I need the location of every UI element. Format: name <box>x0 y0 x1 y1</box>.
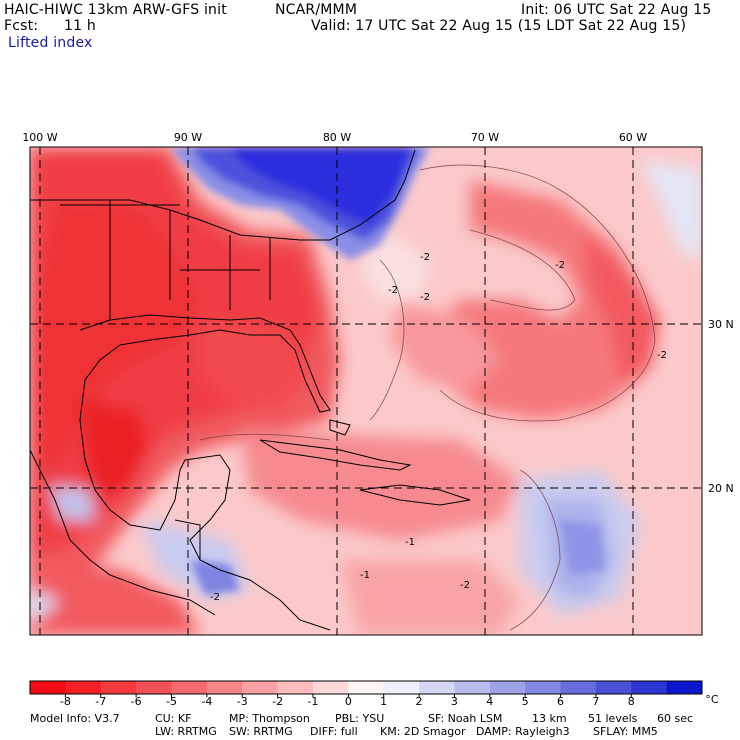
model-info-pbl: PBL: YSU <box>335 712 385 725</box>
valid-time: Valid: 17 UTC Sat 22 Aug 15 (15 LDT Sat … <box>311 18 687 34</box>
colorbar-tick-label: 2 <box>415 695 423 708</box>
model-info-levels: 51 levels <box>588 712 638 725</box>
graticule <box>30 147 702 635</box>
colorbar-unit: °C <box>705 693 719 706</box>
contour-label: -2 <box>210 592 220 603</box>
colorbar-tick-label: -4 <box>201 695 213 708</box>
colorbar-tick-label: 0 <box>344 695 352 708</box>
colorbar-tick-label: -1 <box>307 695 319 708</box>
colorbar-tick-label: 4 <box>486 695 494 708</box>
model-info-timestep: 60 sec <box>657 712 694 725</box>
lon-label-70w: 70 W <box>470 131 500 144</box>
colorbar-tick-label: 3 <box>450 695 458 708</box>
colorbar-tick-label: -3 <box>236 695 248 708</box>
model-info-lw: LW: RRTMG <box>155 725 217 738</box>
lat-label-20n: 20 N <box>708 482 734 495</box>
lon-label-100w: 100 W <box>22 131 58 144</box>
contour-label: -1 <box>405 537 415 548</box>
model-info-sflay: SFLAY: MM5 <box>593 725 658 738</box>
colorbar-tick-label: 5 <box>521 695 529 708</box>
init-time: Init: 06 UTC Sat 22 Aug 15 <box>521 2 712 18</box>
lon-label-90w: 90 W <box>173 131 203 144</box>
colorbar-tick-label: -2 <box>272 695 284 708</box>
map-field <box>30 147 702 635</box>
lon-label-60w: 60 W <box>618 131 648 144</box>
model-info-mp: MP: Thompson <box>229 712 310 725</box>
colorbar-tick-label: -7 <box>95 695 107 708</box>
model-info-damp: DAMP: Rayleigh3 <box>476 725 570 738</box>
contour-label: -2 <box>460 580 470 591</box>
forecast-hour: 11 h <box>64 18 96 34</box>
model-info-res: 13 km <box>532 712 567 725</box>
colorbar-tick-label: 8 <box>627 695 635 708</box>
contour-label: -1 <box>360 570 370 581</box>
field-name: Lifted index <box>8 35 93 51</box>
contour-label: -2 <box>420 252 430 263</box>
contour-label: -2 <box>420 292 430 303</box>
colorbar-tick-label: -8 <box>59 695 71 708</box>
lat-label-30n: 30 N <box>708 318 734 331</box>
model-info-diff: DIFF: full <box>310 725 358 738</box>
lon-label-80w: 80 W <box>322 131 352 144</box>
colorbar-tick-label: 7 <box>592 695 600 708</box>
model-title: HAIC-HIWC 13km ARW-GFS init <box>4 2 227 18</box>
contour-label: -2 <box>657 350 667 361</box>
model-info-sw: SW: RRTMG <box>229 725 293 738</box>
model-info-km: KM: 2D Smagor <box>380 725 466 738</box>
agency-label: NCAR/MMM <box>275 2 358 18</box>
colorbar-tick-label: -5 <box>165 695 177 708</box>
model-info-cu: CU: KF <box>155 712 192 725</box>
contour-label: -2 <box>555 260 565 271</box>
model-info-version: Model Info: V3.7 <box>30 712 120 725</box>
colorbar-tick-label: -6 <box>130 695 142 708</box>
model-info-sf: SF: Noah LSM <box>428 712 503 725</box>
contour-label: -2 <box>388 285 398 296</box>
colorbar-tick-label: 1 <box>380 695 388 708</box>
coastlines <box>30 149 471 631</box>
colorbar-tick-label: 6 <box>557 695 565 708</box>
forecast-label: Fcst: <box>4 18 39 34</box>
